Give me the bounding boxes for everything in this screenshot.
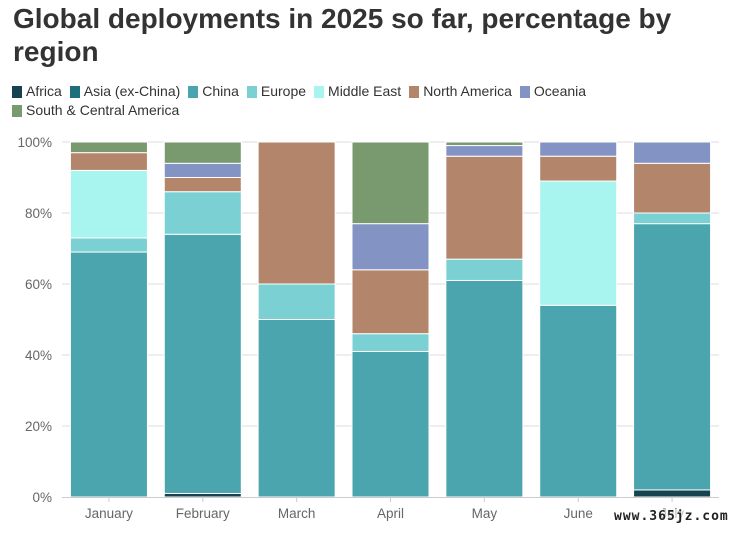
- legend-swatch-europe: [246, 85, 257, 98]
- bar-april-china[interactable]: [351, 350, 430, 498]
- x-tick-label-may: May: [472, 506, 498, 521]
- bar-march-china[interactable]: [257, 319, 336, 498]
- bar-june-north-america[interactable]: [539, 155, 618, 182]
- legend-label-china: China: [202, 83, 239, 99]
- legend-item-china[interactable]: China: [188, 83, 239, 100]
- y-tick-label-40: 40%: [25, 348, 52, 363]
- bar-april-south-central-america[interactable]: [351, 141, 430, 225]
- legend-label-middle-east: Middle East: [328, 83, 402, 99]
- bar-january-europe[interactable]: [69, 237, 148, 253]
- bar-february-china[interactable]: [163, 233, 242, 494]
- x-tick-label-march: March: [278, 506, 316, 521]
- legend-swatch-south-central-america: [12, 104, 22, 117]
- bar-february-europe[interactable]: [163, 191, 242, 235]
- bar-february-south-central-america[interactable]: [163, 141, 242, 164]
- bar-january-north-america[interactable]: [69, 152, 148, 171]
- legend-item-europe[interactable]: Europe: [246, 83, 307, 100]
- bar-july-europe[interactable]: [633, 212, 712, 225]
- legend-item-africa[interactable]: Africa: [12, 83, 62, 100]
- legend-item-north-america[interactable]: North America: [409, 83, 512, 100]
- legend-item-south-central-america[interactable]: South & Central America: [12, 102, 179, 119]
- legend-swatch-north-america: [409, 85, 420, 98]
- chart-title: Global deployments in 2025 so far, perce…: [13, 3, 672, 67]
- bar-june-oceania[interactable]: [539, 141, 618, 157]
- legend-swatch-africa: [12, 85, 22, 98]
- bar-march-europe[interactable]: [257, 283, 336, 320]
- legend-label-oceania: Oceania: [533, 83, 587, 99]
- watermark: www.365jz.com: [612, 509, 731, 524]
- legend-label-africa: Africa: [26, 83, 62, 99]
- bar-january-china[interactable]: [69, 251, 148, 498]
- y-tick-label-0: 0%: [32, 490, 52, 505]
- legend-item-oceania[interactable]: Oceania: [519, 83, 587, 100]
- legend-item-asia-ex-china[interactable]: Asia (ex-China): [69, 83, 181, 100]
- legend-swatch-china: [188, 85, 199, 98]
- x-tick-label-april: April: [377, 506, 404, 521]
- y-tick-label-80: 80%: [25, 206, 52, 221]
- bar-may-north-america[interactable]: [445, 155, 524, 260]
- bar-july-africa[interactable]: [633, 489, 712, 498]
- legend-swatch-middle-east: [314, 85, 325, 98]
- bar-february-oceania[interactable]: [163, 162, 242, 179]
- y-tick-label-60: 60%: [25, 277, 52, 292]
- bar-january-middle-east[interactable]: [69, 169, 148, 239]
- bar-april-north-america[interactable]: [351, 269, 430, 335]
- x-tick-label-june: June: [564, 506, 593, 521]
- legend-label-asia-ex-china: Asia (ex-China): [83, 83, 181, 99]
- bar-february-north-america[interactable]: [163, 177, 242, 193]
- bar-february-africa[interactable]: [163, 492, 242, 498]
- bar-july-china[interactable]: [633, 223, 712, 491]
- bar-april-europe[interactable]: [351, 333, 430, 352]
- bar-june-middle-east[interactable]: [539, 180, 618, 306]
- bar-june-china[interactable]: [539, 304, 618, 498]
- legend-label-north-america: North America: [423, 83, 512, 99]
- y-tick-label-100: 100%: [17, 135, 52, 150]
- bar-july-north-america[interactable]: [633, 162, 712, 214]
- bar-january-south-central-america[interactable]: [69, 141, 148, 154]
- y-tick-label-20: 20%: [25, 419, 52, 434]
- legend-swatch-oceania: [519, 85, 530, 98]
- x-tick-label-february: February: [176, 506, 230, 521]
- bars: [69, 141, 712, 498]
- bar-may-south-central-america[interactable]: [445, 141, 524, 147]
- legend-item-middle-east[interactable]: Middle East: [314, 83, 401, 100]
- bar-may-oceania[interactable]: [445, 145, 524, 157]
- bar-may-europe[interactable]: [445, 258, 524, 281]
- bar-april-oceania[interactable]: [351, 223, 430, 271]
- bar-july-oceania[interactable]: [633, 141, 712, 164]
- x-tick-label-january: January: [85, 506, 133, 521]
- legend-label-europe: Europe: [260, 83, 307, 99]
- bar-march-north-america[interactable]: [257, 141, 336, 285]
- legend-swatch-asia-ex-china: [69, 85, 80, 98]
- bar-may-china[interactable]: [445, 279, 524, 498]
- chart-legend: Africa Asia (ex-China) China Europe Middle E…: [12, 83, 722, 119]
- legend-label-south-central-america: South & Central America: [26, 102, 180, 118]
